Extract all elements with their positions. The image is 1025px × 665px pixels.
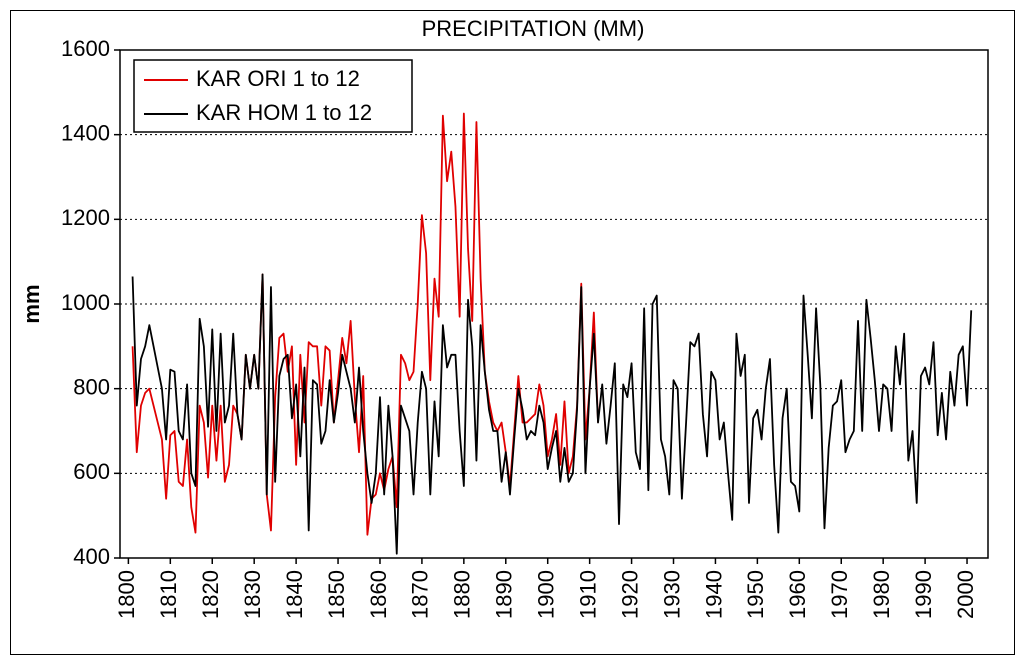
x-tick-label: 1930 (659, 570, 684, 619)
x-tick-label: 1830 (240, 570, 265, 619)
y-tick-label: 800 (73, 374, 110, 399)
x-tick-label: 1970 (827, 570, 852, 619)
legend-box (133, 59, 413, 133)
y-tick-label: 1600 (61, 36, 110, 61)
y-axis-label: mm (19, 284, 44, 323)
x-tick-label: 1950 (743, 570, 768, 619)
x-tick-label: 1960 (785, 570, 810, 619)
x-tick-label: 1940 (701, 570, 726, 619)
x-tick-label: 1870 (408, 570, 433, 619)
x-tick-label: 1900 (534, 570, 559, 619)
legend-label: KAR ORI 1 to 12 (196, 66, 360, 91)
x-tick-label: 1910 (575, 570, 600, 619)
x-tick-label: 1810 (156, 570, 181, 619)
x-tick-label: 1880 (450, 570, 475, 619)
x-tick-label: 1840 (282, 570, 307, 619)
x-tick-label: 1980 (869, 570, 894, 619)
chart-title: PRECIPITATION (MM) (422, 16, 645, 41)
x-tick-label: 1920 (617, 570, 642, 619)
y-tick-label: 400 (73, 544, 110, 569)
x-tick-label: 1850 (324, 570, 349, 619)
series-line (131, 273, 973, 555)
x-tick-label: 1860 (366, 570, 391, 619)
y-tick-label: 1400 (61, 120, 110, 145)
y-tick-label: 600 (73, 459, 110, 484)
plot-area (119, 49, 989, 559)
y-tick-label: 1000 (61, 290, 110, 315)
x-tick-label: 1800 (114, 570, 139, 619)
y-tick-label: 1200 (61, 205, 110, 230)
x-tick-label: 1820 (198, 570, 223, 619)
x-tick-label: 1990 (911, 570, 936, 619)
legend-label: KAR HOM 1 to 12 (196, 100, 372, 125)
x-tick-label: 2000 (953, 570, 978, 619)
x-tick-label: 1890 (492, 570, 517, 619)
